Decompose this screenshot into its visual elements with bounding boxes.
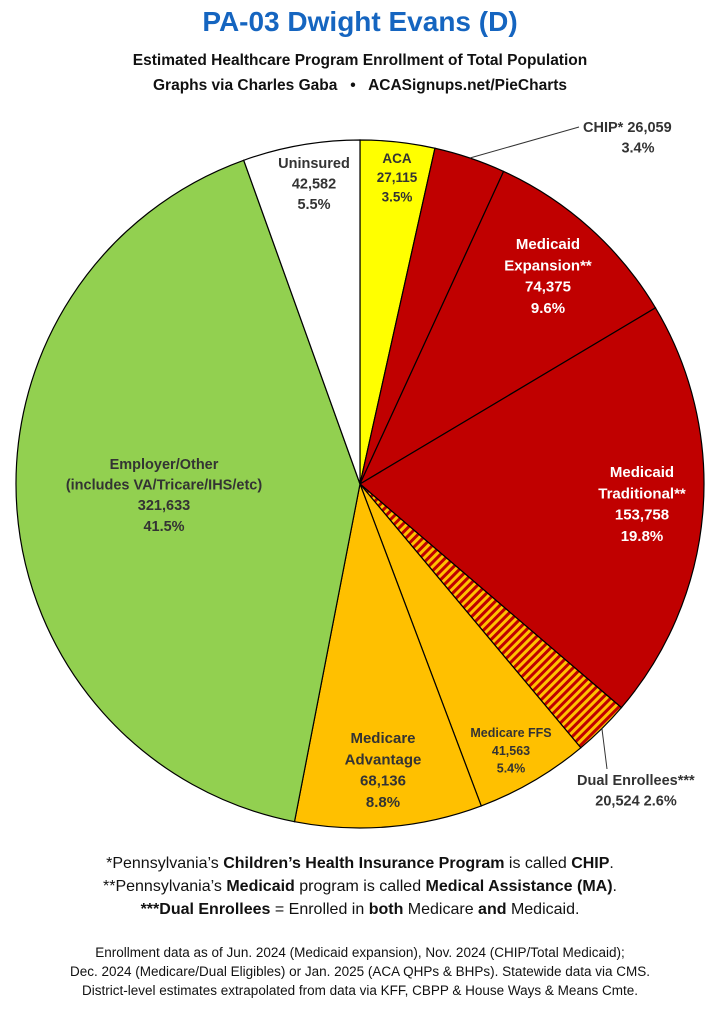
chart-credit: Graphs via Charles Gaba • ACASignups.net… <box>0 77 720 95</box>
footnote-medicaid: **Pennsylvania’s Medicaid program is cal… <box>0 875 720 898</box>
pie-slice-uninsured <box>242 139 361 485</box>
slice-label: Medicare <box>350 730 415 747</box>
footnote-text: . <box>612 878 617 895</box>
slice-label: Advantage <box>345 751 422 768</box>
slice-value: 74,375 <box>525 279 571 296</box>
slice-label: Dual Enrollees*** <box>577 773 695 789</box>
slice-percent: 19.8% <box>621 528 664 545</box>
slice-percent: 5.5% <box>297 197 330 213</box>
slice-label: Medicaid <box>516 236 580 253</box>
pie-slice-medicaid-expansion <box>358 170 657 486</box>
footnote-text: = Enrolled in <box>270 901 369 918</box>
slice-label: Employer/Other <box>110 457 219 473</box>
credit-author: Graphs via Charles Gaba <box>152 77 338 94</box>
slice-percent: 3.4% <box>621 141 654 157</box>
slice-value: 42,582 <box>292 177 336 193</box>
chart-title: PA-03 Dwight Evans (D) <box>202 6 518 37</box>
slice-label: ACA <box>382 151 411 166</box>
slice-label: Expansion** <box>504 257 592 274</box>
credit-url: ACASignups.net/PieCharts <box>368 77 568 94</box>
footnote-text: **Pennsylvania’s <box>103 878 227 895</box>
footnote-chip: *Pennsylvania’s Children’s Health Insura… <box>0 852 720 875</box>
slice-label: Traditional** <box>598 485 686 502</box>
footnote-text: Medicare <box>403 901 479 918</box>
footnote-text: is called <box>504 855 572 872</box>
credit-separator: • <box>350 77 356 94</box>
leader-line <box>469 126 580 159</box>
slice-value: 153,758 <box>615 507 669 524</box>
slice-percent: 5.4% <box>497 762 526 776</box>
pie-slice-employer-other-includes-va-tricare-ihs-etc <box>15 159 361 823</box>
source-line: Enrollment data as of Jun. 2024 (Medicai… <box>95 945 625 960</box>
footnote-bold: Medicaid <box>226 878 295 895</box>
slice-label: Uninsured <box>278 156 350 172</box>
leader-line <box>601 728 608 770</box>
slice-label: Medicaid <box>610 464 674 481</box>
slice-value: 27,115 <box>377 170 418 185</box>
slice-label: (includes VA/Tricare/IHS/etc) <box>66 478 263 494</box>
source-line: Dec. 2024 (Medicare/Dual Eligibles) or J… <box>70 964 650 979</box>
chart-subtitle: Estimated Healthcare Program Enrollment … <box>132 52 588 69</box>
slice-value: 321,633 <box>138 498 190 514</box>
footnote-text: program is called <box>294 878 426 895</box>
footnote-text: . <box>609 855 614 872</box>
footnote-text: Medicaid. <box>506 901 580 918</box>
slice-percent: 41.5% <box>143 519 184 535</box>
pie-slice-medicaid-traditional <box>358 306 705 709</box>
pie-slice-medicare-advantage <box>293 481 483 829</box>
footnote-bold: both <box>368 901 404 918</box>
footnote-bold: ***Dual Enrollees <box>140 901 271 918</box>
footnote-dual: ***Dual Enrollees = Enrolled in both Med… <box>0 898 720 921</box>
slice-value: 20,524 2.6% <box>595 794 677 810</box>
footnote-bold: Children’s Health Insurance Program <box>223 855 505 872</box>
source-note: Enrollment data as of Jun. 2024 (Medicai… <box>0 943 720 1000</box>
slice-percent: 3.5% <box>382 189 413 204</box>
footnote-text: *Pennsylvania’s <box>106 855 224 872</box>
slice-percent: 8.8% <box>366 794 400 811</box>
slice-label: CHIP* 26,059 <box>583 120 672 136</box>
footnotes: *Pennsylvania’s Children’s Health Insura… <box>0 852 720 921</box>
footnote-bold: CHIP <box>571 855 610 872</box>
footnote-bold: Medical Assistance (MA) <box>425 878 613 895</box>
source-line: District-level estimates extrapolated fr… <box>82 983 638 998</box>
slice-label: Medicare FFS <box>470 726 551 740</box>
slice-value: 41,563 <box>492 744 530 758</box>
slice-percent: 9.6% <box>531 300 565 317</box>
slice-value: 68,136 <box>360 773 406 790</box>
pie-chart: ACA 27,115 3.5% CHIP* 26,059 3.4% Medicaid Exp… <box>15 120 705 829</box>
footnote-bold: and <box>478 901 507 918</box>
